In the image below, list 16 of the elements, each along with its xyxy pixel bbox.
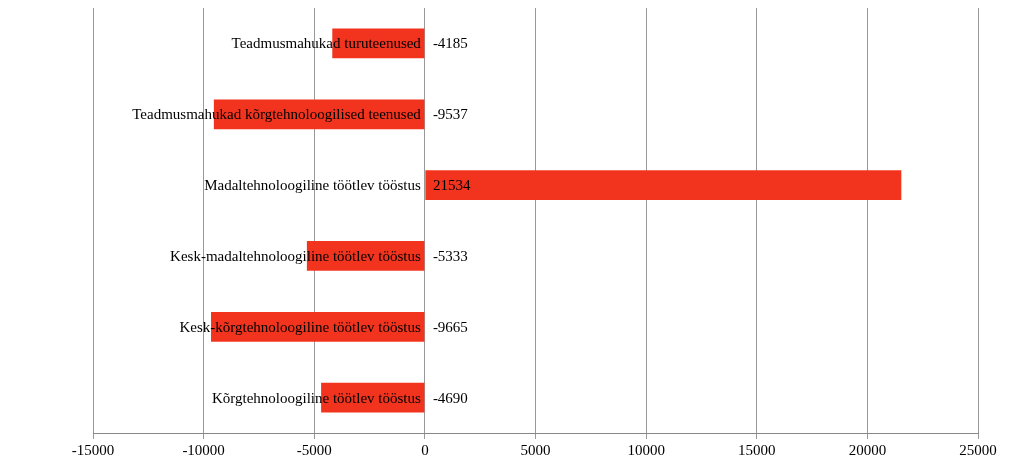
x-tick-label: 15000 [738, 441, 776, 458]
y-tick-label: Madaltehnoloogiline töötlev tööstus [204, 177, 422, 194]
data-label: -9665 [432, 318, 468, 335]
x-tick-label: 25000 [959, 441, 997, 458]
data-label: -5333 [432, 247, 468, 264]
x-tick-label: 0 [421, 441, 429, 458]
data-label: -9537 [432, 106, 469, 123]
x-tick-label: -5000 [296, 441, 332, 458]
x-tick-label: 20000 [848, 441, 887, 458]
x-tick-label: -10000 [182, 441, 225, 458]
data-label: 21534 [432, 177, 471, 194]
x-tick-label: 10000 [627, 441, 665, 458]
data-label: -4690 [432, 389, 468, 406]
x-tick-label: 5000 [520, 441, 551, 458]
data-label: -4185 [432, 35, 468, 52]
x-tick-label: -15000 [71, 441, 115, 458]
